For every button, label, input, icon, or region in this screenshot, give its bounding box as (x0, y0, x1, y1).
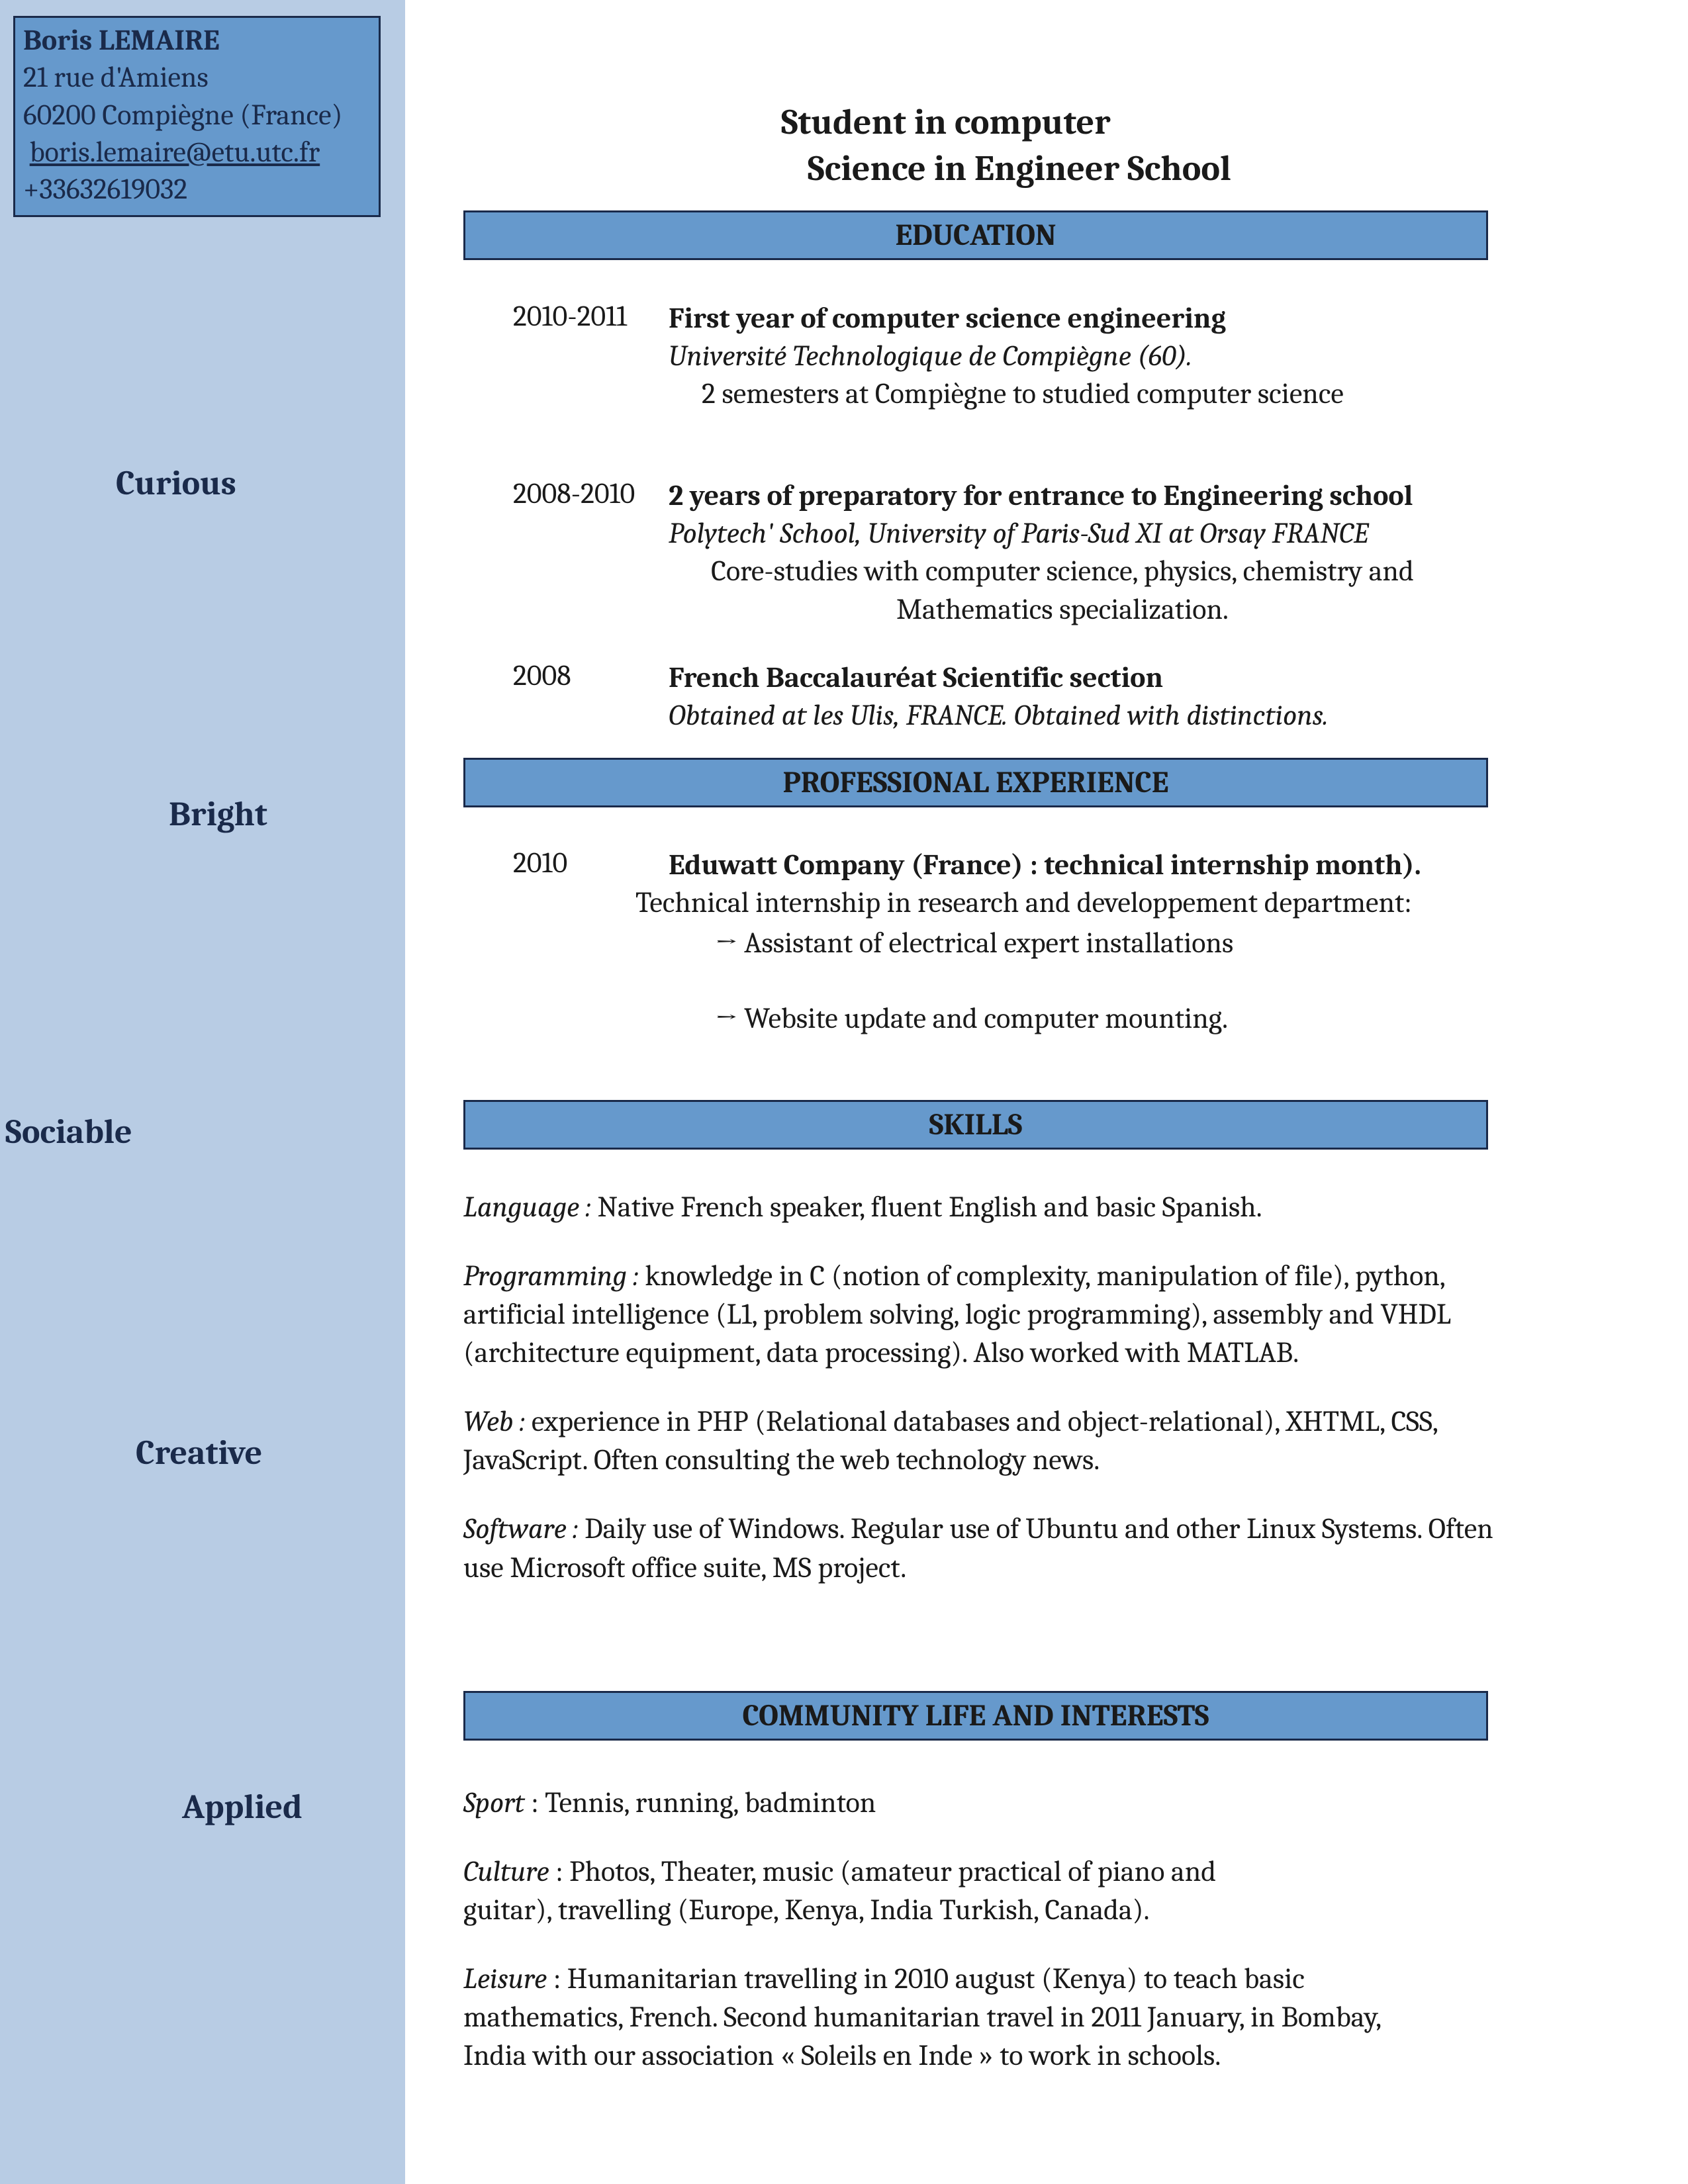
education-entry-0: 2010-2011 First year of computer science… (463, 299, 1496, 413)
skill-software: Software : Daily use of Windows. Regular… (463, 1510, 1496, 1586)
community-leisure-label: Leisure (463, 1962, 547, 1995)
community-sport: Sport : Tennis, running, badminton (463, 1784, 1423, 1822)
section-header-education: EDUCATION (463, 210, 1488, 260)
title-line2: Science in Engineer School (781, 146, 1231, 192)
edu-heading-2: French Baccalauréat Scientific section (669, 659, 1496, 696)
edu-inst-2: Obtained at les Ulis, FRANCE. Obtained w… (669, 696, 1496, 734)
page-title: Student in computer Science in Engineer … (781, 99, 1231, 192)
sidebar: Boris LEMAIRE 21 rue d'Amiens 60200 Comp… (0, 0, 405, 2184)
edu-date-0: 2010-2011 (463, 299, 669, 413)
trait-bright: Bright (169, 794, 267, 834)
contact-phone: +33632619032 (23, 171, 371, 208)
trait-creative: Creative (136, 1433, 262, 1473)
trait-curious: Curious (116, 463, 236, 503)
community-sport-text: : Tennis, running, badminton (525, 1786, 876, 1819)
community-culture: Culture : Photos, Theater, music (amateu… (463, 1852, 1291, 1929)
community-block: Sport : Tennis, running, badminton Cultu… (463, 1784, 1423, 2105)
community-leisure: Leisure : Humanitarian travelling in 201… (463, 1960, 1423, 2075)
exp-bullet2: → Website update and computer mounting. (669, 999, 1496, 1037)
contact-address-line1: 21 rue d'Amiens (23, 59, 371, 96)
community-culture-text: : Photos, Theater, music (amateur practi… (463, 1854, 1216, 1927)
community-leisure-text: : Humanitarian travelling in 2010 august… (463, 1962, 1381, 2072)
community-sport-label: Sport (463, 1786, 525, 1819)
edu-detail-0: 2 semesters at Compiègne to studied comp… (669, 375, 1496, 412)
skill-language-label: Language : (463, 1190, 591, 1224)
skill-language: Language : Native French speaker, fluent… (463, 1188, 1496, 1226)
skill-web-text: experience in PHP (Relational databases … (463, 1404, 1438, 1477)
edu-heading-0: First year of computer science engineeri… (669, 299, 1496, 337)
trait-applied: Applied (182, 1787, 303, 1827)
exp-heading: Eduwatt Company (France) : technical int… (669, 846, 1496, 884)
skill-software-label: Software : (463, 1512, 579, 1545)
trait-sociable: Sociable (5, 1112, 132, 1152)
contact-box: Boris LEMAIRE 21 rue d'Amiens 60200 Comp… (13, 16, 381, 217)
section-header-community: COMMUNITY LIFE AND INTERESTS (463, 1691, 1488, 1741)
contact-name: Boris LEMAIRE (23, 22, 371, 59)
section-header-skills: SKILLS (463, 1100, 1488, 1150)
exp-bullet1: → Assistant of electrical expert install… (669, 924, 1496, 962)
experience-entry-0: 2010 Eduwatt Company (France) : technica… (463, 846, 1496, 1037)
edu-heading-1: 2 years of preparatory for entrance to E… (669, 477, 1496, 514)
exp-date: 2010 (463, 846, 669, 1037)
contact-email[interactable]: boris.lemaire@etu.utc.fr (30, 135, 320, 169)
exp-line1: Technical internship in research and dev… (635, 884, 1496, 921)
section-header-experience: PROFESSIONAL EXPERIENCE (463, 758, 1488, 807)
edu-inst-0: Université Technologique de Compiègne (6… (669, 337, 1496, 375)
edu-date-1: 2008-2010 (463, 477, 669, 628)
edu-detail-1: Core-studies with computer science, phys… (669, 552, 1496, 627)
skill-language-text: Native French speaker, fluent English an… (591, 1190, 1262, 1224)
skills-block: Language : Native French speaker, fluent… (463, 1188, 1496, 1617)
community-culture-label: Culture (463, 1854, 549, 1888)
skill-software-text: Daily use of Windows. Regular use of Ubu… (463, 1512, 1493, 1584)
skill-web: Web : experience in PHP (Relational data… (463, 1402, 1496, 1479)
education-entry-2: 2008 French Baccalauréat Scientific sect… (463, 659, 1496, 734)
skill-programming-label: Programming : (463, 1259, 639, 1293)
skill-web-label: Web : (463, 1404, 525, 1438)
title-line1: Student in computer (781, 99, 1231, 146)
education-entry-1: 2008-2010 2 years of preparatory for ent… (463, 477, 1496, 628)
edu-date-2: 2008 (463, 659, 669, 734)
edu-inst-1: Polytech' School, University of Paris-Su… (669, 514, 1496, 552)
skill-programming: Programming : knowledge in C (notion of … (463, 1257, 1496, 1372)
contact-address-line2: 60200 Compiègne (France) (23, 97, 371, 134)
